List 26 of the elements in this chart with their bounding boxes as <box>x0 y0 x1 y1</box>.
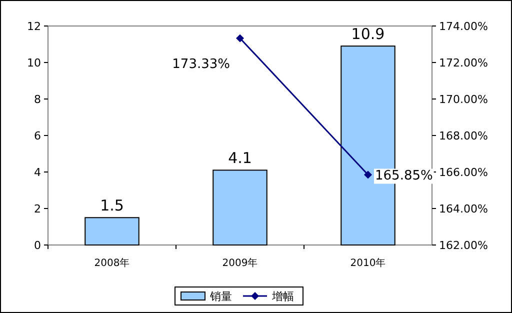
y2-tick-label: 168.00% <box>439 130 488 142</box>
data-label: 4.1 <box>228 149 252 168</box>
y-tick-label: 0 <box>34 239 41 252</box>
y2-tick-label: 170.00% <box>439 93 488 106</box>
data-label: 173.33% <box>172 57 230 72</box>
data-label: 1.5 <box>100 196 124 215</box>
bar <box>84 217 140 246</box>
x-tick-label: 2008年 <box>94 257 130 269</box>
bar <box>212 170 268 246</box>
y-tick-label: 4 <box>34 166 41 179</box>
data-label: 10.9 <box>351 25 385 44</box>
x-tick-label: 2010年 <box>350 257 386 269</box>
y-tick-label: 8 <box>34 93 41 106</box>
y-tick-label: 12 <box>27 20 41 33</box>
y-tick-label: 10 <box>27 56 41 70</box>
legend-label: 增幅 <box>271 290 294 303</box>
y2-tick-label: 166.00% <box>439 166 488 179</box>
legend-label: 销量 <box>209 290 232 303</box>
y-tick-label: 2 <box>34 202 41 216</box>
y2-tick-label: 174.00% <box>439 20 488 33</box>
y2-tick-label: 162.00% <box>439 239 488 252</box>
y-tick-label: 6 <box>34 130 41 142</box>
data-label: 165.85% <box>375 168 433 184</box>
y2-tick-label: 164.00% <box>439 202 488 216</box>
x-tick-label: 2009年 <box>222 257 258 269</box>
y2-tick-label: 172.00% <box>439 56 488 70</box>
